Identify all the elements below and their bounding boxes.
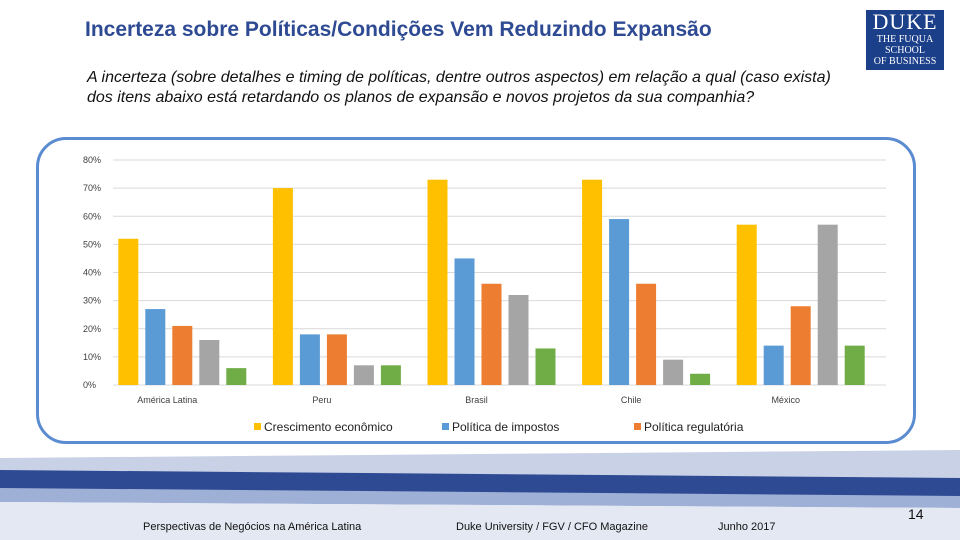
bar xyxy=(508,295,529,385)
bar-chart: 0% 10% 20% 30% 40% 50% 60% 70% 80% América Latina… xyxy=(83,155,886,434)
bar xyxy=(790,306,811,385)
bar xyxy=(481,283,502,385)
y-tick-label: 30% xyxy=(83,296,101,306)
bar xyxy=(582,179,603,385)
logo-line-1: DUKE xyxy=(872,10,938,34)
bar xyxy=(326,334,347,385)
logo-line-3: SCHOOL xyxy=(884,45,925,56)
legend-label: Política de impostos xyxy=(452,420,559,434)
bar xyxy=(817,224,838,385)
page-number: 14 xyxy=(908,506,924,522)
survey-question: A incerteza (sobre detalhes e timing de … xyxy=(87,69,831,106)
legend-label: Política regulatória xyxy=(644,420,744,434)
logo-line-4: OF BUSINESS xyxy=(873,56,937,67)
bar xyxy=(199,340,220,385)
page-title: Incerteza sobre Políticas/Condições Vem … xyxy=(85,18,712,41)
bar xyxy=(609,219,630,385)
x-tick-label: América Latina xyxy=(137,395,197,405)
duke-fuqua-logo: DUKE THE FUQUA SCHOOL OF BUSINESS xyxy=(866,10,944,70)
bar xyxy=(118,238,139,385)
legend-swatch xyxy=(254,423,261,430)
y-tick-label: 20% xyxy=(83,324,101,334)
bar xyxy=(844,345,865,385)
y-tick-label: 40% xyxy=(83,268,101,278)
bar xyxy=(353,365,374,385)
y-tick-label: 0% xyxy=(83,380,96,390)
chart-frame xyxy=(36,137,916,444)
x-tick-label: Brasil xyxy=(465,395,488,405)
y-tick-label: 80% xyxy=(83,155,101,165)
legend-label: Crescimento econômico xyxy=(264,420,393,434)
y-tick-label: 10% xyxy=(83,352,101,362)
bar xyxy=(636,283,657,385)
bar xyxy=(690,373,711,385)
footer-sponsors: Duke University / FGV / CFO Magazine xyxy=(456,521,648,533)
bar xyxy=(763,345,784,385)
bar xyxy=(663,359,684,385)
bar xyxy=(299,334,320,385)
x-tick-label: Peru xyxy=(312,395,331,405)
bar xyxy=(427,179,448,385)
bar xyxy=(535,348,556,385)
y-tick-label: 60% xyxy=(83,211,101,221)
bar xyxy=(272,188,293,385)
legend-swatch xyxy=(634,423,641,430)
legend-swatch xyxy=(442,423,449,430)
footer-decoration xyxy=(0,450,960,540)
y-tick-label: 70% xyxy=(83,183,101,193)
footer-survey-title: Perspectivas de Negócios na América Lati… xyxy=(143,521,362,533)
bar xyxy=(380,365,401,385)
footer-date: Junho 2017 xyxy=(718,521,776,533)
bar xyxy=(226,368,247,385)
logo-line-2: THE FUQUA xyxy=(876,34,934,45)
bar xyxy=(736,224,757,385)
bar xyxy=(172,325,193,385)
bar xyxy=(145,309,166,385)
y-tick-label: 50% xyxy=(83,239,101,249)
bar xyxy=(454,258,475,385)
x-tick-label: México xyxy=(771,395,800,405)
x-tick-label: Chile xyxy=(621,395,642,405)
